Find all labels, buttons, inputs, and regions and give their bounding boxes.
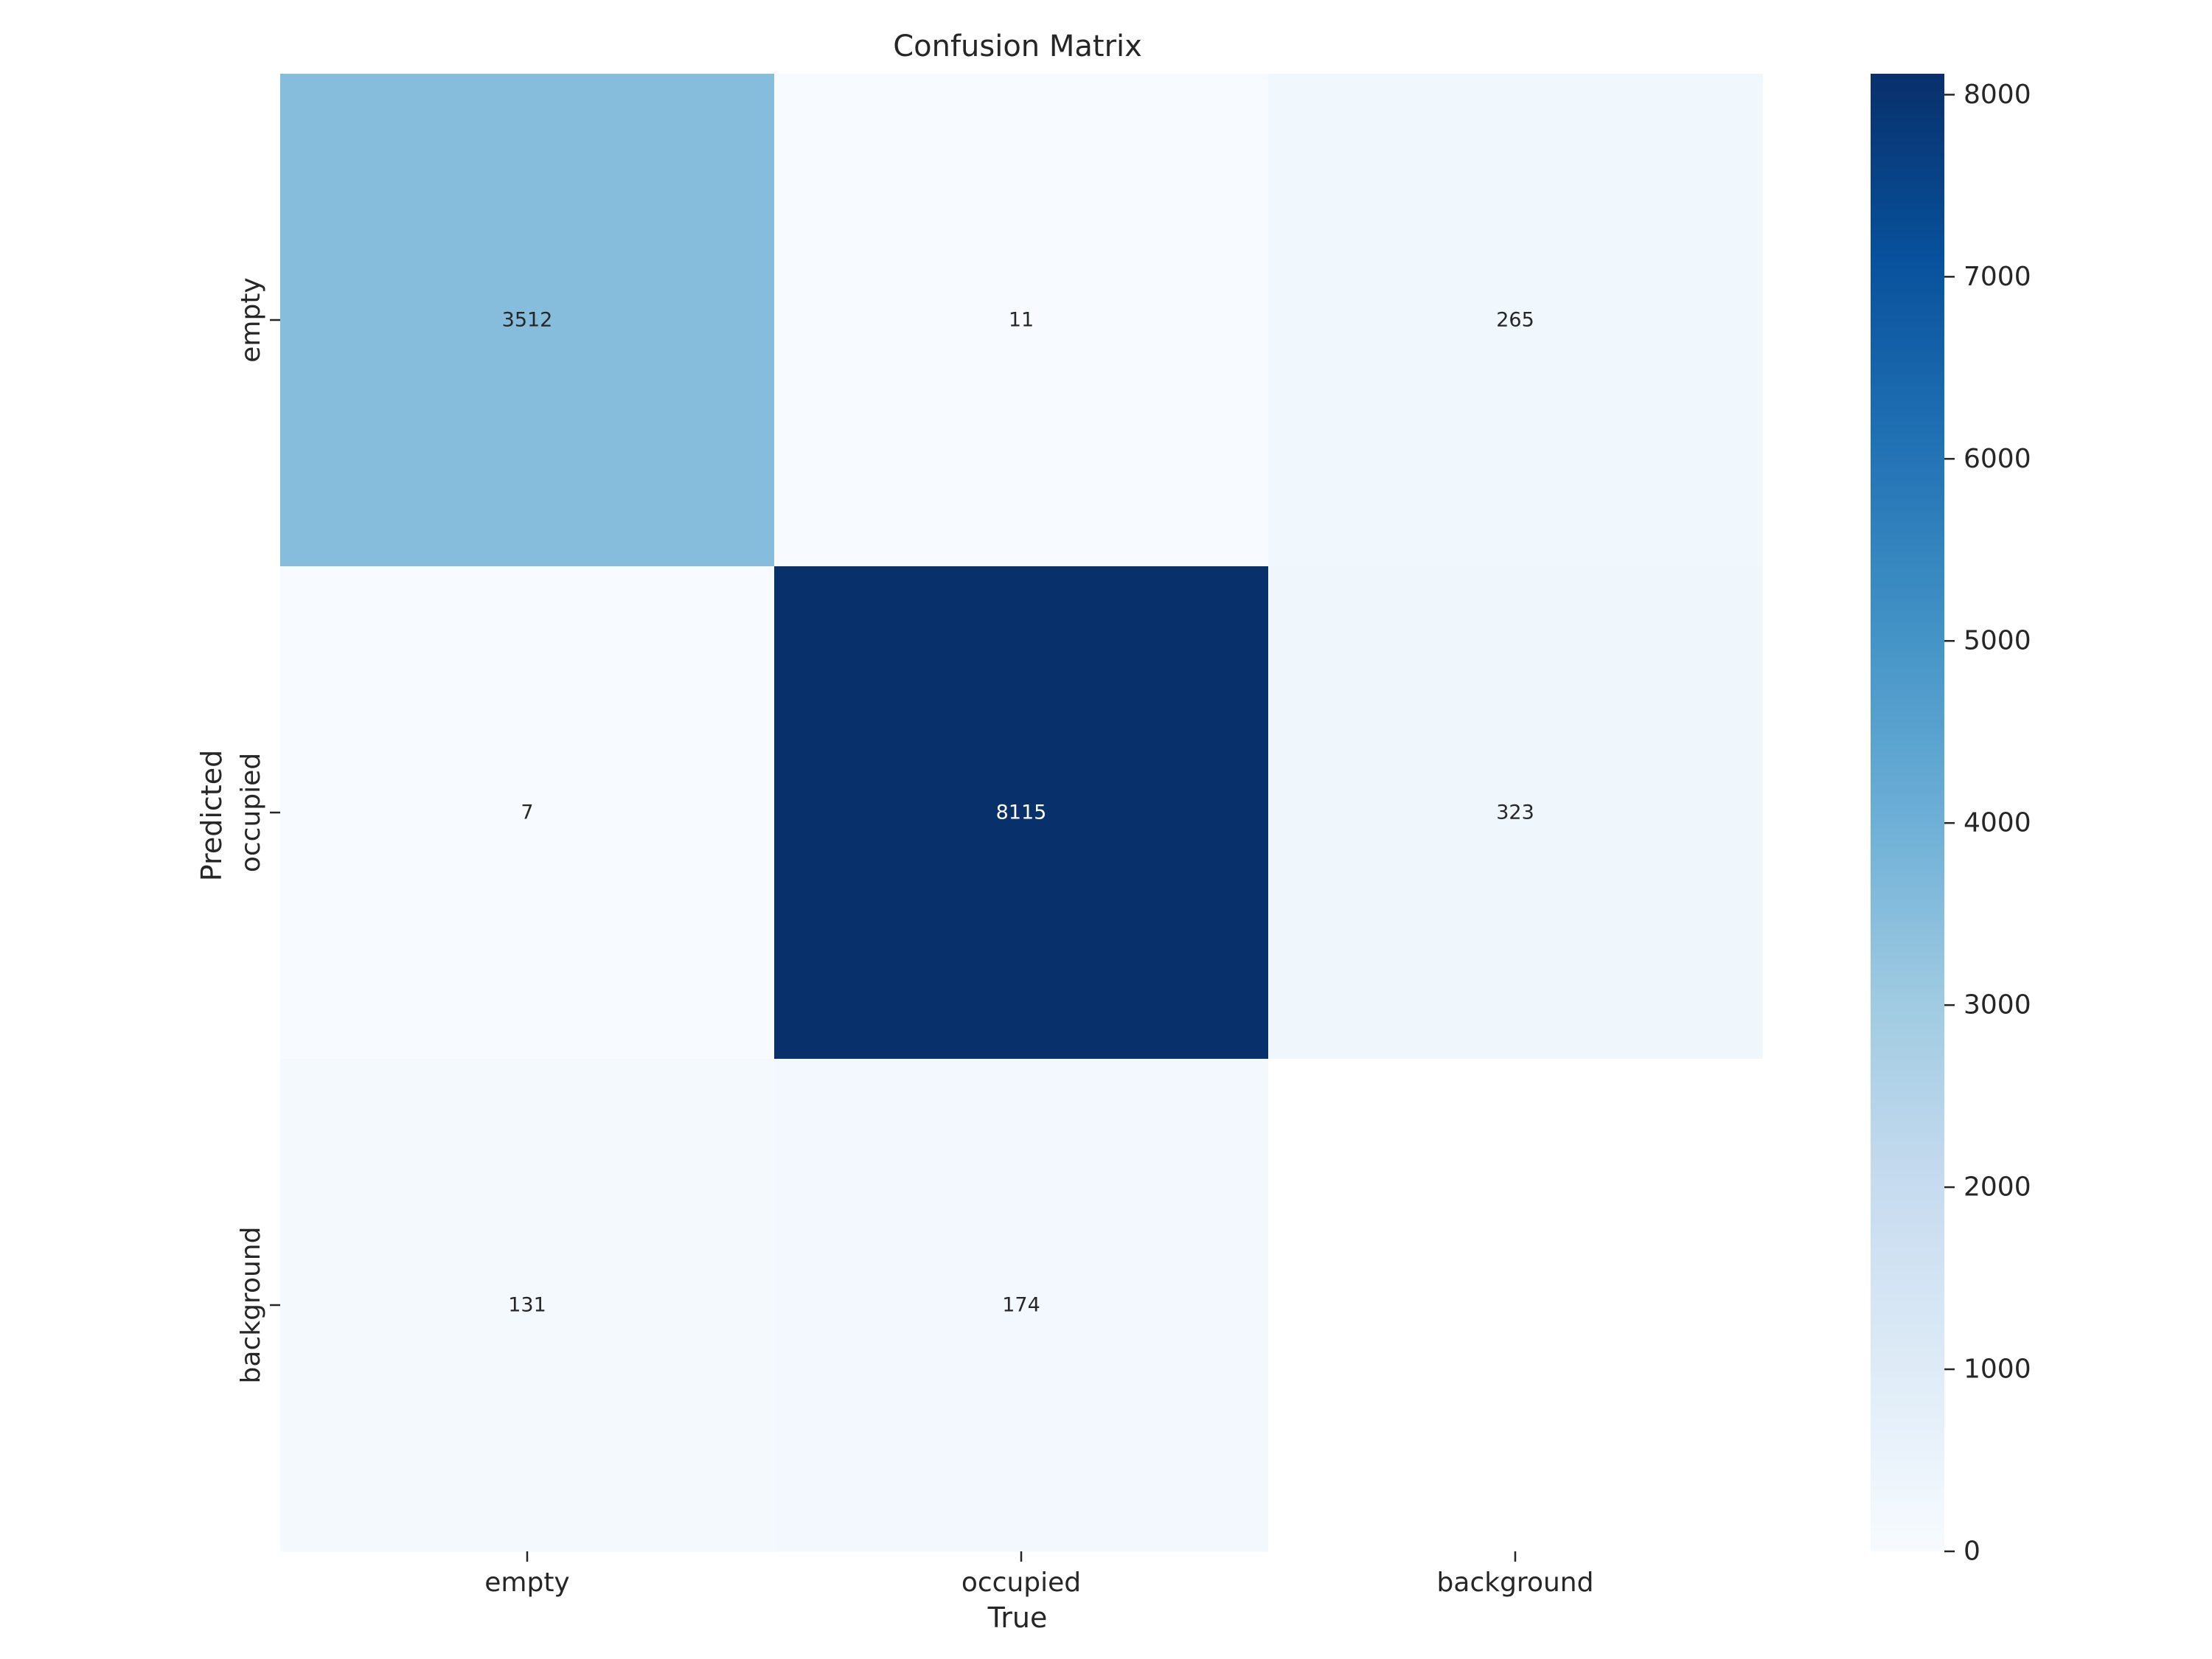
colorbar-tick-label: 7000 <box>1964 262 2031 292</box>
colorbar: 0 1000 2000 3000 4000 5000 6000 7000 8000 <box>1871 74 2031 1567</box>
heatmap-cell <box>1268 566 1763 1060</box>
colorbar-tick-label: 4000 <box>1964 808 2031 838</box>
cell-value-label: 131 <box>508 1294 546 1317</box>
cell-value-label: 3512 <box>502 309 553 332</box>
heatmap-cell <box>774 566 1269 1060</box>
heatmap-cell <box>774 1059 1269 1552</box>
cell-value-label: 11 <box>1009 309 1034 332</box>
colorbar-tick-label: 3000 <box>1964 990 2031 1020</box>
y-axis: empty occupied background <box>236 277 280 1383</box>
y-tick-label: background <box>236 1227 266 1384</box>
x-tick-label: background <box>1437 1568 1594 1598</box>
x-tick-label: occupied <box>961 1568 1081 1598</box>
colorbar-ticks: 0 1000 2000 3000 4000 5000 6000 7000 8000 <box>1944 80 2031 1567</box>
cell-value-label: 323 <box>1496 801 1534 824</box>
cell-value-label: 8115 <box>996 801 1047 824</box>
y-axis-label: Predicted <box>195 750 228 881</box>
colorbar-tick-label: 1000 <box>1964 1354 2031 1385</box>
colorbar-tick-label: 0 <box>1964 1537 1980 1567</box>
y-tick-label: empty <box>236 277 266 363</box>
x-axis: empty occupied background <box>484 1551 1593 1598</box>
heatmap-cells <box>280 74 1763 1552</box>
cell-value-label: 7 <box>521 801 533 824</box>
heatmap-cell <box>774 74 1269 567</box>
cell-value-label: 265 <box>1496 309 1534 332</box>
heatmap-cell <box>280 1059 775 1552</box>
cell-value-label: 174 <box>1002 1294 1040 1317</box>
heatmap-cell <box>280 566 775 1060</box>
heatmap-cell <box>280 74 775 567</box>
chart-title: Confusion Matrix <box>893 29 1142 63</box>
colorbar-tick-label: 5000 <box>1964 626 2031 656</box>
colorbar-gradient <box>1871 74 1944 1551</box>
x-tick-label: empty <box>484 1568 570 1598</box>
heatmap-cell <box>1268 1059 1763 1552</box>
colorbar-tick-label: 2000 <box>1964 1172 2031 1203</box>
x-axis-label: True <box>987 1601 1048 1634</box>
heatmap-cell <box>1268 74 1763 567</box>
colorbar-tick-label: 8000 <box>1964 80 2031 110</box>
colorbar-tick-label: 6000 <box>1964 444 2031 474</box>
heatmap-cell-labels: 3512 11 265 7 8115 323 131 174 <box>502 309 1534 1317</box>
y-tick-label: occupied <box>236 753 266 872</box>
